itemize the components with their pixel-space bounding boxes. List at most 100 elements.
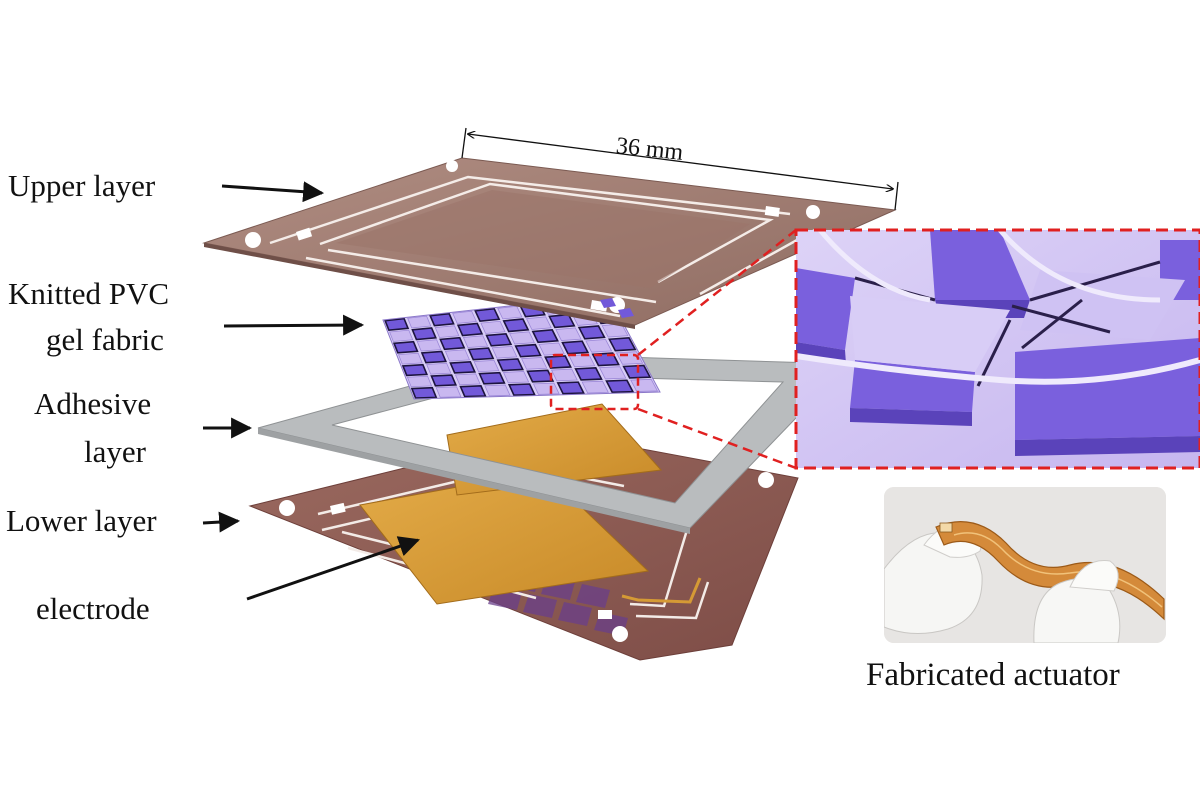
upper-track [319, 182, 774, 284]
gel-cell [538, 342, 565, 356]
upper-track [327, 248, 657, 304]
gel-cell [532, 382, 560, 395]
gel-cell [484, 384, 511, 397]
glove-right-thumb [1069, 560, 1119, 592]
gel-cell [429, 312, 455, 327]
gel-cell [410, 386, 438, 399]
gel-cell [548, 313, 576, 329]
upper-hole [446, 160, 458, 172]
gel-cell [462, 335, 489, 348]
gel-cell [556, 381, 585, 395]
zoom-link-bottom [637, 407, 797, 470]
gel-cell [389, 329, 414, 342]
gel-cell [525, 316, 552, 330]
actuator-strip [935, 521, 1165, 621]
arrows [202, 181, 420, 601]
gel-cell [430, 374, 458, 387]
label-adhesive-layer: layer [84, 434, 146, 469]
gel-cell [452, 310, 477, 324]
gel-cell [392, 340, 419, 354]
upper-gel-peek [600, 298, 634, 318]
gel-cell [401, 363, 429, 377]
gel-cell [480, 320, 506, 334]
gel-cell [478, 371, 506, 385]
upper-hole [245, 232, 261, 248]
gel-cell [544, 355, 572, 369]
gel-cell [439, 336, 466, 351]
photo-caption: Fabricated actuator [866, 657, 1120, 693]
gel-cell [520, 357, 548, 370]
gel-cell [608, 336, 637, 352]
zoom-callout [637, 228, 1200, 470]
gel-cell [496, 358, 524, 372]
lower-hole [758, 472, 774, 488]
gel-cell [577, 325, 606, 340]
lower-slot [329, 502, 346, 515]
gel-cell [449, 360, 476, 374]
arrow-right-icon [202, 511, 241, 533]
zoom-link-top [637, 229, 797, 356]
gel-cell [561, 340, 590, 355]
gel-cell [434, 325, 460, 338]
lower-slot [598, 610, 612, 619]
gel-cell [435, 386, 462, 398]
gel-cell [531, 329, 559, 344]
gel-cell [598, 366, 627, 380]
gel-cell [397, 352, 423, 365]
arrow-right-icon [221, 181, 325, 203]
upper-track [305, 256, 621, 318]
upper-window [336, 190, 750, 288]
gel-cell [454, 373, 481, 386]
lower-hole [612, 626, 628, 642]
gel-cell [514, 343, 542, 358]
gel-cell [416, 339, 442, 352]
electrode-trace [621, 577, 702, 604]
label-electrode: electrode [36, 591, 150, 626]
gel-cell [411, 327, 437, 341]
gel-cell [473, 359, 500, 373]
gel-cell [526, 369, 555, 383]
upper-slot [296, 227, 313, 241]
gel-cells [384, 295, 659, 399]
label-lower-layer: Lower layer [6, 503, 157, 538]
gel-cell [456, 322, 484, 337]
gel-cell [384, 317, 410, 332]
upper-hole [806, 205, 820, 219]
dimension-label: 36 mm [614, 132, 685, 166]
gel-cell [406, 375, 433, 388]
gel-cell [555, 327, 582, 341]
gel-cell [507, 383, 536, 396]
gel-cell [407, 315, 432, 329]
gel-cell [444, 349, 471, 362]
gel-cell [550, 368, 578, 382]
gel-cell [474, 307, 501, 323]
label-upper-layer: Upper layer [8, 168, 156, 203]
label-gel-fabric: gel fabric [46, 322, 164, 357]
gel-cell [574, 367, 603, 381]
zoom-source-box [549, 353, 640, 411]
gel-cell [467, 347, 495, 361]
gel-cell [502, 371, 530, 384]
dimension-annotation [461, 127, 899, 211]
label-adhesive: Adhesive [34, 386, 152, 421]
label-knitted-pvc: Knitted PVC [8, 276, 170, 311]
zoom-frame [794, 228, 1200, 470]
gel-cell [502, 318, 530, 333]
gel-cell [426, 362, 452, 375]
gel-cell [420, 350, 447, 364]
gel-cell [581, 380, 609, 394]
gel-cell [605, 379, 635, 394]
arrow-right-icon [246, 536, 420, 601]
gel-cell [459, 385, 487, 398]
actuator-photo [884, 487, 1166, 643]
gel-cell [509, 331, 535, 345]
knitted-gel-fabric [383, 295, 660, 399]
upper-layer [202, 157, 897, 329]
gel-cell [497, 305, 523, 320]
gel-cell [485, 332, 513, 347]
gel-cell [585, 339, 613, 353]
arrow-right-icon [223, 314, 365, 336]
upper-slot [764, 205, 780, 217]
gel-cell [491, 345, 518, 359]
